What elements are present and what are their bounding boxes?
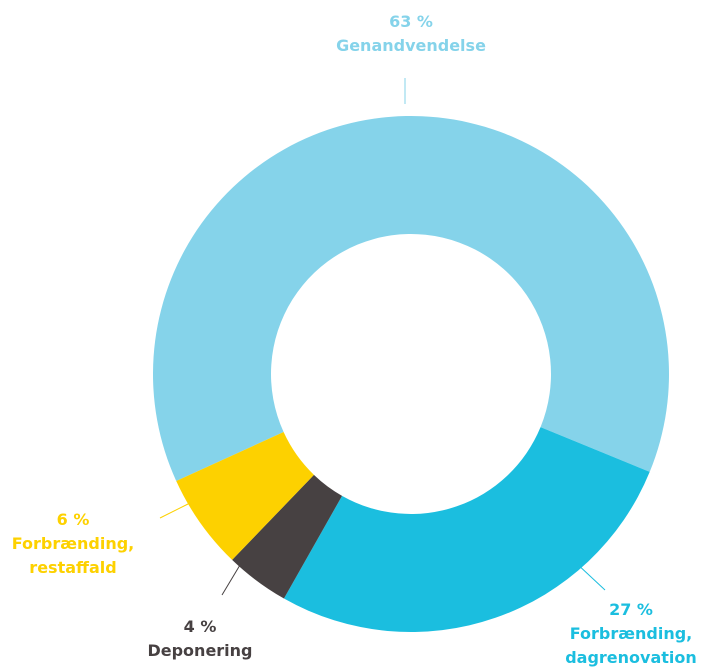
slice-label: 4 % Deponering xyxy=(120,615,280,663)
category-label: Genandvendelse xyxy=(336,36,486,55)
value-label: 63 % xyxy=(389,12,433,31)
category-label: Deponering xyxy=(147,641,253,660)
leader-line xyxy=(159,502,191,519)
value-label: 6 % xyxy=(56,510,90,529)
donut-slice xyxy=(153,115,670,481)
leader-line xyxy=(574,561,606,591)
slice-label: 63 % Genandvendelse xyxy=(281,10,541,58)
category-label: Forbrænding, restaffald xyxy=(11,534,135,577)
donut-slice xyxy=(232,474,343,599)
value-label: 4 % xyxy=(183,617,217,636)
donut-slice xyxy=(283,427,650,632)
value-label: 27 % xyxy=(609,600,653,619)
category-label: Forbrænding, dagrenovation xyxy=(565,624,697,667)
slice-label: 27 % Forbrænding, dagrenovation xyxy=(556,598,706,670)
donut-slice xyxy=(176,432,314,560)
leader-line xyxy=(221,564,241,596)
slice-label: 6 % Forbrænding, restaffald xyxy=(8,508,138,580)
